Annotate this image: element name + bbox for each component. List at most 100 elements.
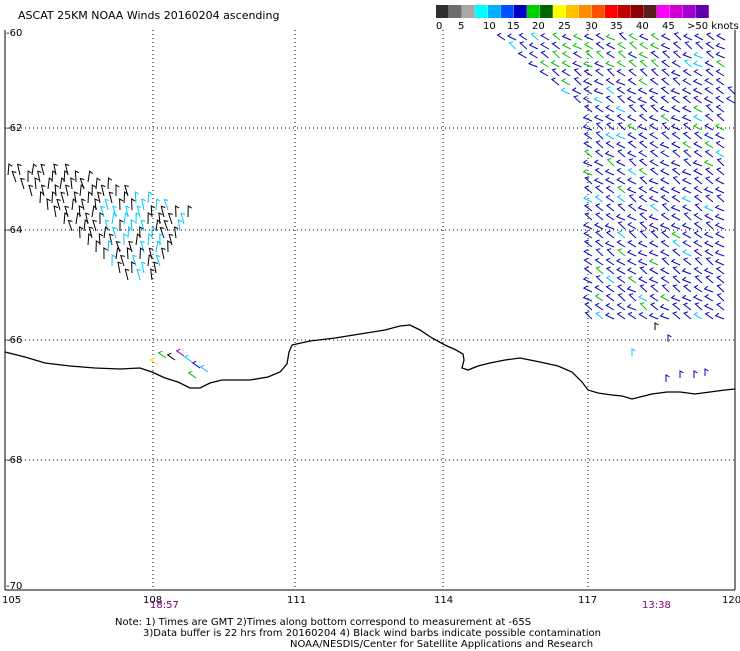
wind-barb: [155, 254, 161, 267]
wind-barb: [617, 95, 625, 104]
wind-barb: [661, 131, 670, 140]
wind-barb: [694, 257, 703, 266]
wind-barb: [605, 266, 615, 275]
wind-barb: [615, 78, 626, 86]
wind-barb: [163, 198, 169, 211]
wind-barb: [670, 87, 680, 95]
wind-barb: [693, 168, 703, 176]
wind-barb: [681, 267, 692, 275]
wind-barb: [584, 302, 593, 311]
legend-swatch: [618, 5, 631, 18]
wind-barb: [593, 78, 604, 86]
wind-barb: [103, 247, 108, 260]
wind-barb: [617, 41, 627, 50]
wind-barb: [626, 123, 637, 131]
wind-barb: [639, 104, 648, 113]
wind-barb: [626, 114, 637, 122]
wind-barb: [604, 168, 615, 176]
wind-barb: [681, 204, 692, 212]
wind-barb: [605, 284, 615, 293]
wind-barb: [705, 50, 714, 59]
wind-barb: [155, 240, 162, 253]
wind-barb: [714, 186, 725, 194]
wind-barb: [593, 114, 604, 122]
wind-barb: [539, 59, 549, 68]
wind-barb: [671, 231, 681, 239]
wind-barb: [692, 114, 703, 122]
wind-barb: [100, 184, 106, 197]
wind-barb: [551, 68, 560, 77]
wind-barb: [649, 77, 659, 86]
wind-barb: [703, 96, 713, 104]
wind-barb: [682, 302, 692, 311]
wind-barb: [117, 261, 122, 274]
wind-barb: [714, 213, 725, 221]
wind-barb: [115, 247, 121, 260]
wind-barb: [155, 198, 161, 211]
wind-barb: [616, 267, 626, 275]
wind-barb: [168, 233, 174, 246]
wind-barb: [704, 86, 714, 95]
wind-barb: [79, 184, 85, 197]
legend-label-35: 35: [610, 21, 623, 32]
wind-barb: [681, 249, 692, 257]
wind-barb: [638, 150, 648, 158]
wind-barb: [605, 203, 615, 212]
wind-barb: [616, 69, 626, 77]
wind-barb: [127, 226, 133, 239]
wind-barb: [539, 42, 550, 50]
wind-barb: [158, 212, 163, 225]
wind-barb: [659, 159, 670, 167]
wind-barb: [626, 177, 637, 185]
wind-barb: [71, 198, 77, 211]
legend-label-40: 40: [636, 21, 649, 32]
wind-barb: [628, 230, 637, 239]
lon-label: 117: [578, 595, 597, 606]
wind-barb: [104, 219, 110, 232]
wind-barb: [694, 131, 703, 140]
wind-barb: [594, 194, 604, 203]
wind-barb: [128, 240, 133, 253]
wind-barb: [683, 59, 692, 68]
wind-barb: [693, 230, 703, 239]
wind-barb: [628, 104, 637, 113]
wind-barb: [561, 69, 571, 77]
wind-barb: [595, 212, 604, 221]
wind-barb: [79, 177, 85, 190]
legend-swatch: [514, 5, 527, 18]
wind-barb: [704, 149, 714, 158]
wind-barb: [606, 158, 615, 167]
wind-barb: [670, 294, 681, 302]
wind-barb: [56, 198, 61, 211]
wind-barb: [94, 198, 99, 211]
wind-barb: [704, 78, 714, 86]
wind-barb: [660, 249, 670, 257]
legend-color-bar: [436, 5, 709, 18]
legend-swatch: [566, 5, 579, 18]
wind-barb: [693, 69, 703, 77]
wind-barb: [571, 87, 582, 95]
wind-barb: [615, 159, 626, 167]
wind-barb: [583, 231, 593, 239]
wind-barb: [166, 352, 176, 361]
legend-swatch: [462, 5, 475, 18]
legend-label-15: 15: [507, 21, 520, 32]
wind-barb: [167, 212, 173, 225]
wind-barb: [670, 204, 681, 212]
wind-barb: [134, 191, 140, 204]
wind-barb: [605, 77, 615, 86]
wind-barb: [139, 226, 144, 239]
wind-barb: [661, 77, 670, 86]
wind-barb: [703, 267, 714, 275]
wind-barb: [693, 105, 703, 113]
legend-label-0: 0: [436, 21, 443, 32]
wind-barb: [51, 191, 57, 204]
wind-barb: [650, 50, 659, 59]
wind-barb: [637, 240, 648, 248]
wind-barb: [649, 293, 659, 302]
wind-barb: [103, 226, 109, 239]
wind-barb: [705, 176, 714, 185]
wind-barb: [617, 50, 626, 59]
wind-barb: [682, 231, 692, 239]
wind-barb: [60, 191, 66, 204]
